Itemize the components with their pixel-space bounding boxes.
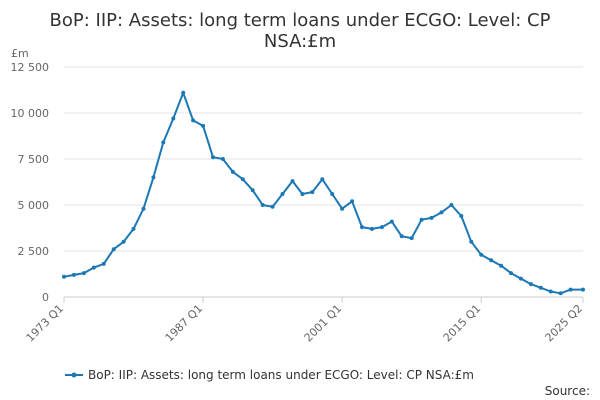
- data-point[interactable]: [230, 169, 235, 174]
- data-point[interactable]: [379, 225, 384, 230]
- y-tick-label: 7 500: [18, 153, 50, 166]
- data-point[interactable]: [518, 276, 523, 281]
- data-point[interactable]: [111, 247, 116, 252]
- data-point[interactable]: [62, 274, 66, 279]
- data-point[interactable]: [161, 140, 166, 145]
- data-point[interactable]: [211, 155, 215, 160]
- data-point[interactable]: [340, 206, 345, 211]
- data-point[interactable]: [389, 219, 394, 224]
- legend-marker-swatch: [71, 372, 77, 378]
- x-tick-label: 2015 Q1: [441, 302, 484, 345]
- data-point[interactable]: [201, 123, 206, 128]
- data-point[interactable]: [409, 236, 414, 241]
- data-point[interactable]: [528, 282, 533, 287]
- y-tick-label: 12 500: [11, 61, 50, 74]
- data-point[interactable]: [280, 192, 285, 196]
- data-point[interactable]: [439, 210, 444, 215]
- data-point[interactable]: [191, 118, 196, 123]
- data-point[interactable]: [131, 226, 136, 231]
- data-point[interactable]: [581, 287, 585, 292]
- data-point[interactable]: [568, 287, 573, 292]
- y-tick-label: 2 500: [18, 245, 50, 258]
- data-point[interactable]: [449, 203, 454, 207]
- legend-label: BoP: IIP: Assets: long term loans under …: [88, 368, 474, 382]
- data-point[interactable]: [548, 289, 553, 294]
- data-point[interactable]: [360, 225, 364, 230]
- data-point[interactable]: [290, 179, 295, 184]
- data-point[interactable]: [469, 239, 474, 244]
- data-point[interactable]: [171, 116, 176, 121]
- data-point[interactable]: [538, 285, 543, 290]
- series-group: [62, 90, 585, 296]
- data-point[interactable]: [300, 192, 305, 196]
- data-point[interactable]: [121, 239, 126, 244]
- data-point[interactable]: [419, 217, 424, 222]
- x-tick-label: 1973 Q1: [24, 302, 67, 345]
- data-point[interactable]: [270, 204, 275, 209]
- data-point[interactable]: [399, 234, 404, 239]
- data-point[interactable]: [240, 177, 245, 182]
- y-tick-label: 10 000: [11, 107, 50, 120]
- data-point[interactable]: [71, 272, 76, 277]
- x-tick-label: 2025 Q2: [543, 302, 586, 345]
- data-point[interactable]: [220, 157, 225, 161]
- x-tick-label: 2001 Q1: [302, 302, 345, 345]
- y-tick-label: 5 000: [18, 199, 50, 212]
- data-point[interactable]: [558, 291, 563, 296]
- data-point[interactable]: [369, 226, 374, 231]
- data-point[interactable]: [310, 190, 315, 195]
- data-point[interactable]: [330, 192, 335, 196]
- data-point[interactable]: [181, 90, 186, 95]
- data-point[interactable]: [250, 188, 255, 193]
- data-point[interactable]: [509, 271, 513, 276]
- data-point[interactable]: [141, 206, 146, 211]
- data-point[interactable]: [101, 261, 106, 266]
- data-point[interactable]: [91, 265, 96, 270]
- data-point[interactable]: [429, 215, 434, 220]
- series-line: [63, 91, 583, 295]
- x-axis: 1973 Q1 1987 Q1 2001 Q1 2015 Q1 2025 Q2: [24, 297, 586, 345]
- data-point[interactable]: [151, 175, 156, 180]
- data-point[interactable]: [499, 263, 504, 268]
- x-tick-label: 1987 Q1: [163, 302, 206, 345]
- data-point[interactable]: [489, 258, 494, 263]
- data-point[interactable]: [260, 203, 265, 207]
- chart-title-line-2: NSA:£m: [264, 31, 336, 52]
- y-axis-ticks: 0 2 500 5 000 7 500 10 000 12 500: [11, 61, 50, 304]
- source-label: Source:: [545, 384, 590, 398]
- data-point[interactable]: [81, 271, 86, 276]
- data-point[interactable]: [459, 214, 464, 218]
- y-axis-unit-label: £m: [11, 47, 29, 60]
- y-tick-label: 0: [42, 291, 49, 304]
- data-point[interactable]: [479, 252, 484, 257]
- chart-title-line-1: BoP: IIP: Assets: long term loans under …: [50, 10, 551, 31]
- data-point[interactable]: [320, 177, 325, 182]
- legend[interactable]: BoP: IIP: Assets: long term loans under …: [65, 368, 474, 382]
- grid-lines: [64, 66, 583, 298]
- data-point[interactable]: [350, 199, 355, 204]
